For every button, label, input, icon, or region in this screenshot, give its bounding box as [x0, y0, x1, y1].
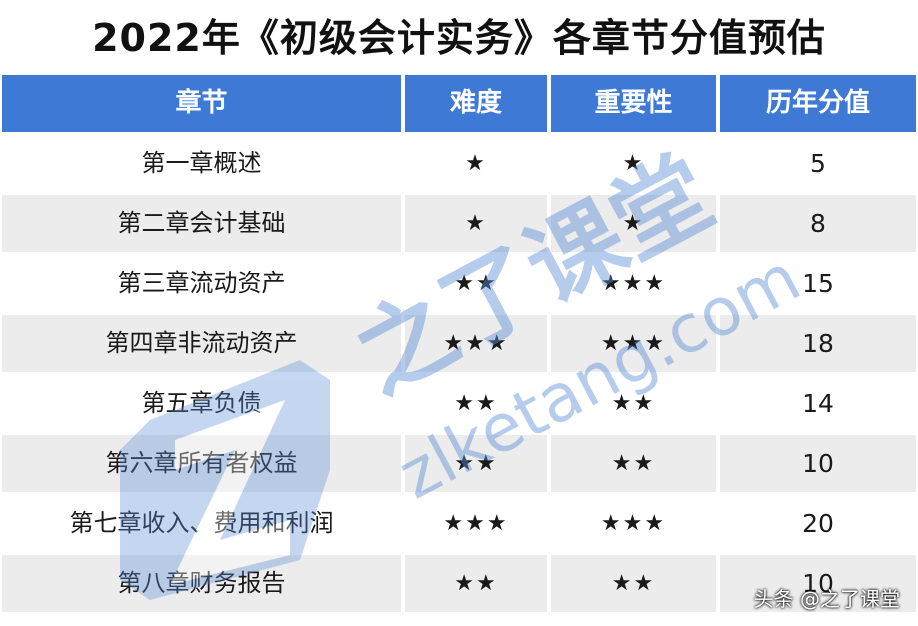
difficulty-cell: ★★ — [405, 255, 547, 312]
importance-cell: ★★★ — [551, 495, 716, 552]
chapter-cell: 第三章流动资产 — [2, 255, 401, 312]
difficulty-cell: ★★ — [405, 435, 547, 492]
score-cell: 14 — [720, 375, 916, 432]
score-cell: 5 — [720, 135, 916, 192]
table-row: 第三章流动资产 ★★ ★★★ 15 — [0, 255, 918, 315]
chapter-cell: 第五章负债 — [2, 375, 401, 432]
chapter-cell: 第八章财务报告 — [2, 555, 401, 612]
header-chapter: 章节 — [2, 75, 401, 132]
chapter-cell: 第四章非流动资产 — [2, 315, 401, 372]
header-importance: 重要性 — [551, 75, 716, 132]
chapter-cell: 第一章概述 — [2, 135, 401, 192]
importance-cell: ★★ — [551, 555, 716, 612]
table-row: 第五章负债 ★★ ★★ 14 — [0, 375, 918, 435]
difficulty-cell: ★★ — [405, 375, 547, 432]
importance-cell: ★★ — [551, 435, 716, 492]
score-cell: 15 — [720, 255, 916, 312]
difficulty-cell: ★★ — [405, 555, 547, 612]
table-row: 第六章所有者权益 ★★ ★★ 10 — [0, 435, 918, 495]
table-row: 第二章会计基础 ★ ★ 8 — [0, 195, 918, 255]
importance-cell: ★★ — [551, 375, 716, 432]
header-score: 历年分值 — [720, 75, 916, 132]
score-cell: 10 — [720, 435, 916, 492]
score-table: 章节 难度 重要性 历年分值 第一章概述 ★ ★ 5 第二章会计基础 ★ ★ 8… — [0, 75, 918, 615]
table-row: 第一章概述 ★ ★ 5 — [0, 135, 918, 195]
table-row: 第四章非流动资产 ★★★ ★★★ 18 — [0, 315, 918, 375]
score-cell: 8 — [720, 195, 916, 252]
table-row: 第八章财务报告 ★★ ★★ 10 — [0, 555, 918, 615]
page-title: 2022年《初级会计实务》各章节分值预估 — [92, 16, 826, 60]
chapter-cell: 第二章会计基础 — [2, 195, 401, 252]
difficulty-cell: ★ — [405, 135, 547, 192]
difficulty-cell: ★★★ — [405, 315, 547, 372]
score-cell: 10 — [720, 555, 916, 612]
difficulty-cell: ★ — [405, 195, 547, 252]
chapter-cell: 第七章收入、费用和利润 — [2, 495, 401, 552]
difficulty-cell: ★★★ — [405, 495, 547, 552]
header-difficulty: 难度 — [405, 75, 547, 132]
source-credit: 头条 @之了课堂 — [753, 587, 900, 611]
score-cell: 18 — [720, 315, 916, 372]
importance-cell: ★ — [551, 195, 716, 252]
chapter-cell: 第六章所有者权益 — [2, 435, 401, 492]
score-cell: 20 — [720, 495, 916, 552]
importance-cell: ★★★ — [551, 315, 716, 372]
table-row: 第七章收入、费用和利润 ★★★ ★★★ 20 — [0, 495, 918, 555]
importance-cell: ★★★ — [551, 255, 716, 312]
table-header-row: 章节 难度 重要性 历年分值 — [0, 75, 918, 135]
importance-cell: ★ — [551, 135, 716, 192]
